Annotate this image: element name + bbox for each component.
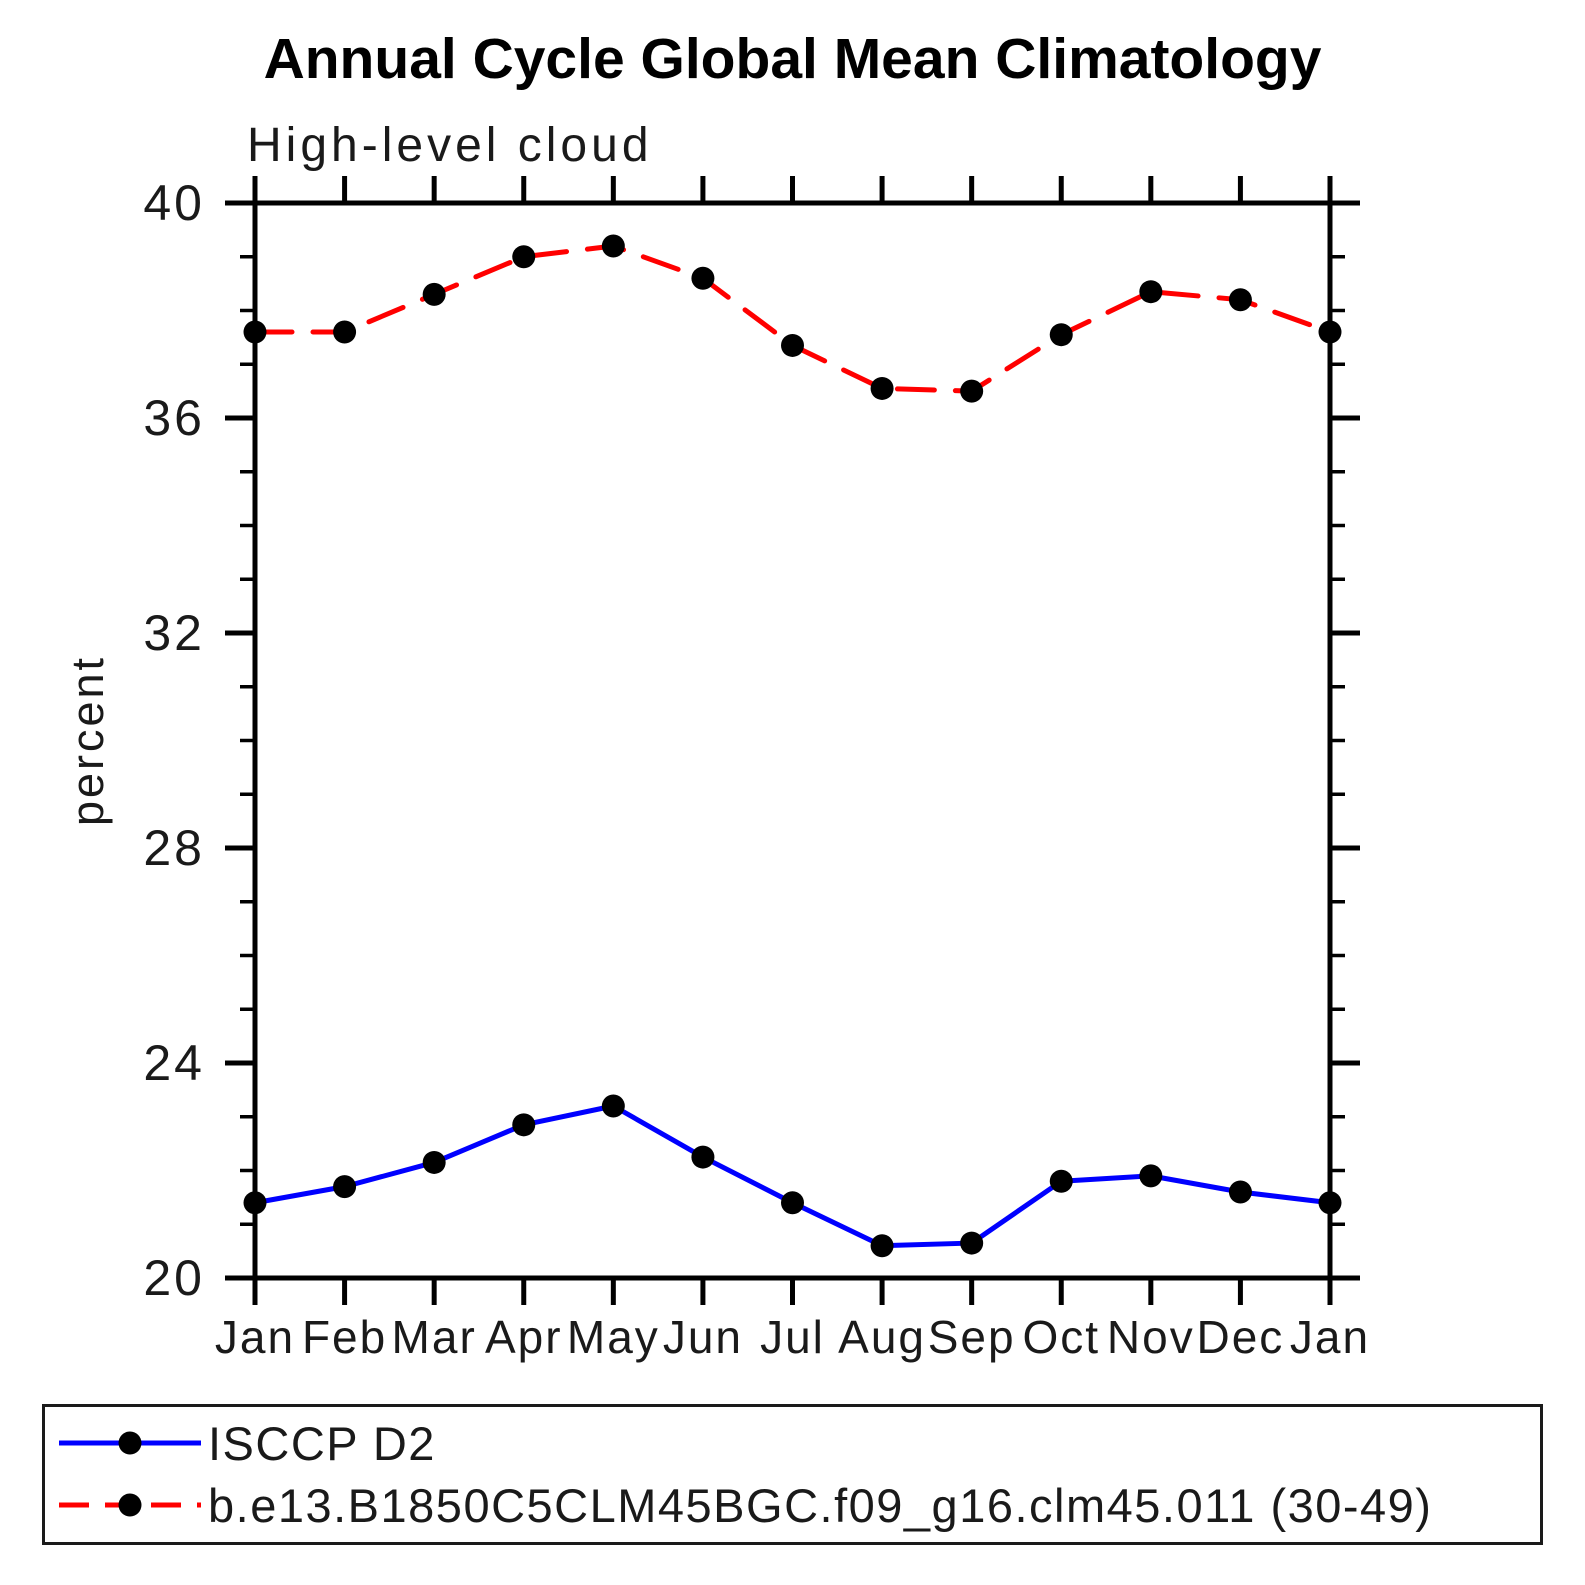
svg-text:Nov: Nov <box>1107 1311 1195 1363</box>
svg-text:Feb: Feb <box>302 1311 387 1363</box>
svg-text:Apr: Apr <box>485 1311 563 1363</box>
svg-text:28: 28 <box>143 820 205 876</box>
svg-text:Dec: Dec <box>1197 1311 1285 1363</box>
svg-text:Jul: Jul <box>760 1311 825 1363</box>
legend-label-isccp-d2: ISCCP D2 <box>208 1416 436 1470</box>
svg-text:Mar: Mar <box>392 1311 477 1363</box>
svg-text:Jun: Jun <box>663 1311 743 1363</box>
svg-text:20: 20 <box>143 1250 205 1306</box>
svg-text:40: 40 <box>143 175 205 231</box>
legend-item-model-run: b.e13.B1850C5CLM45BGC.f09_g16.clm45.011 … <box>55 1479 1432 1531</box>
chart-subtitle: High-level cloud <box>247 119 653 172</box>
legend-label-model-run: b.e13.B1850C5CLM45BGC.f09_g16.clm45.011 … <box>208 1478 1433 1532</box>
legend-dashed-line-icon <box>59 1493 201 1517</box>
legend-item-isccp-d2: ISCCP D2 <box>55 1417 436 1469</box>
svg-text:Aug: Aug <box>838 1311 926 1363</box>
legend: ISCCP D2 b.e13.B1850C5CLM45BGC.f09_g16.c… <box>42 1404 1543 1545</box>
legend-solid-line-icon <box>59 1431 201 1455</box>
svg-text:32: 32 <box>143 605 205 661</box>
svg-text:Jan: Jan <box>1290 1311 1370 1363</box>
svg-text:24: 24 <box>143 1035 205 1091</box>
svg-text:Oct: Oct <box>1022 1311 1100 1363</box>
chart-title: Annual Cycle Global Mean Climatology <box>263 27 1322 91</box>
svg-text:36: 36 <box>143 390 205 446</box>
svg-text:Sep: Sep <box>928 1311 1016 1363</box>
svg-text:May: May <box>567 1311 660 1363</box>
svg-text:Jan: Jan <box>215 1311 295 1363</box>
svg-text:percent: percent <box>62 655 113 826</box>
